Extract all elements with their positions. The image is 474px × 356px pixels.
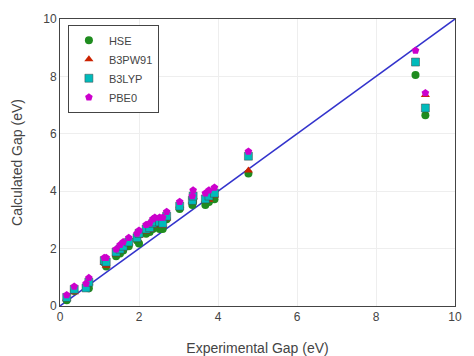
svg-text:4: 4 bbox=[215, 310, 222, 324]
svg-text:B3PW91: B3PW91 bbox=[109, 54, 152, 66]
svg-text:8: 8 bbox=[50, 70, 57, 84]
svg-text:2: 2 bbox=[136, 310, 143, 324]
svg-text:4: 4 bbox=[50, 184, 57, 198]
svg-text:PBE0: PBE0 bbox=[109, 92, 137, 104]
svg-text:10: 10 bbox=[448, 310, 462, 324]
svg-text:6: 6 bbox=[294, 310, 301, 324]
svg-text:8: 8 bbox=[373, 310, 380, 324]
svg-text:0: 0 bbox=[50, 299, 57, 313]
svg-text:0: 0 bbox=[57, 310, 64, 324]
svg-text:B3LYP: B3LYP bbox=[109, 73, 142, 85]
svg-text:HSE: HSE bbox=[109, 35, 132, 47]
svg-text:Calculated Gap (eV): Calculated Gap (eV) bbox=[9, 99, 25, 226]
svg-text:Experimental Gap (eV): Experimental Gap (eV) bbox=[186, 340, 328, 356]
svg-text:2: 2 bbox=[50, 242, 57, 256]
svg-text:10: 10 bbox=[43, 12, 57, 26]
svg-text:6: 6 bbox=[50, 127, 57, 141]
